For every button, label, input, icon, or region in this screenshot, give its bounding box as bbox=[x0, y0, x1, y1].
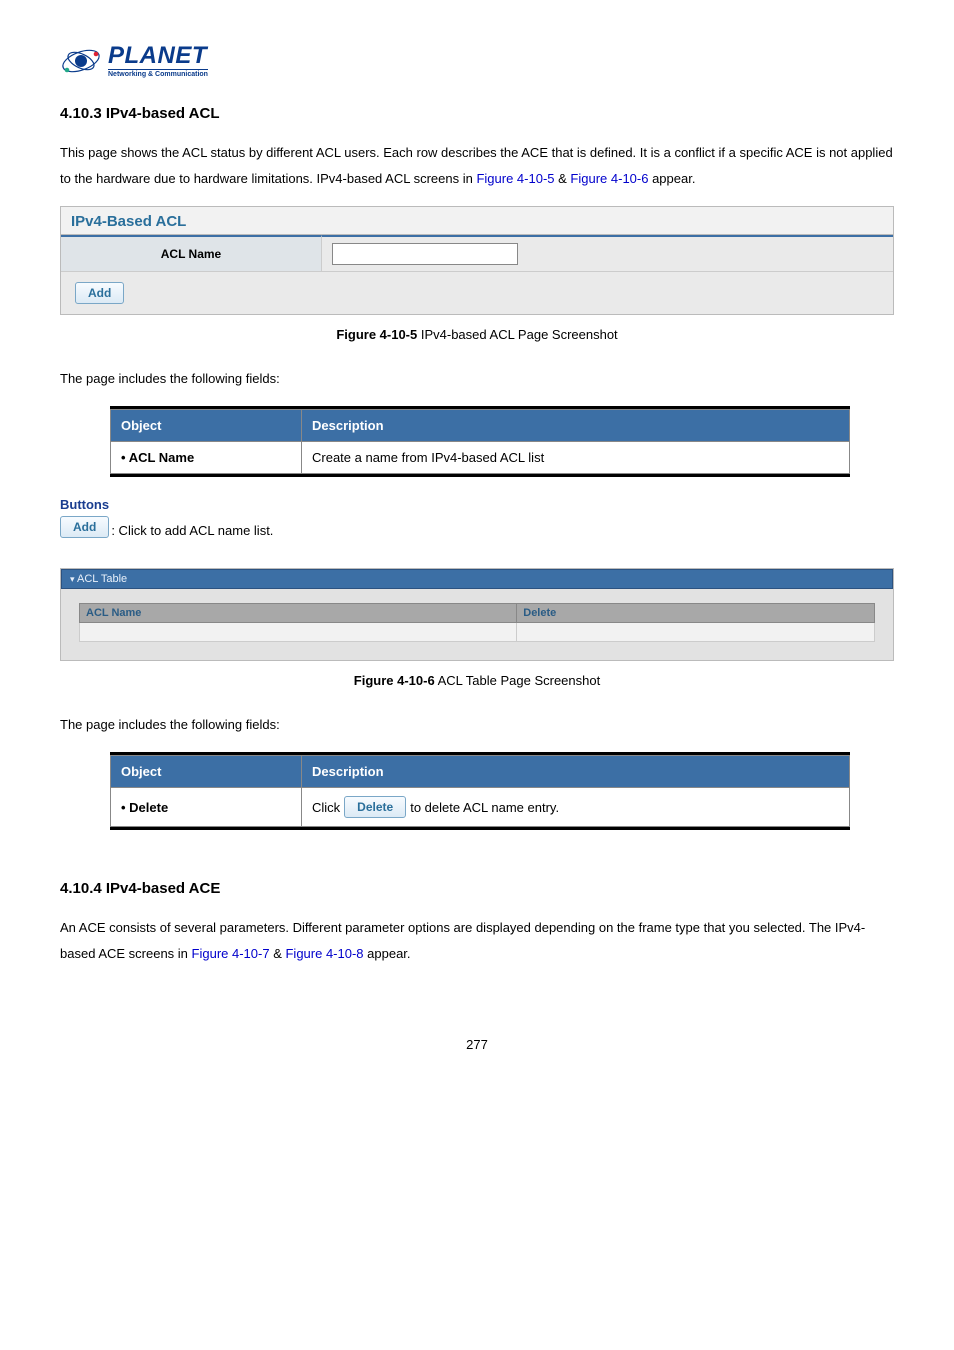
acl-name-input-cell bbox=[322, 235, 893, 272]
t2-desc-pre: Click bbox=[312, 800, 340, 815]
t2-header-object: Object bbox=[111, 756, 302, 788]
intro-after: appear. bbox=[648, 171, 695, 186]
acl-table-panel: ACL Table ACL Name Delete bbox=[60, 568, 894, 661]
t2-header-description: Description bbox=[302, 756, 850, 788]
t2-desc-post: to delete ACL name entry. bbox=[410, 800, 559, 815]
intro2-text: An ACE consists of several parameters. D… bbox=[60, 920, 865, 961]
t2-r1-object: Delete bbox=[111, 788, 302, 827]
t2-r1-object-text: Delete bbox=[121, 800, 168, 815]
t1-header-object: Object bbox=[111, 410, 302, 442]
acl-table-empty-row bbox=[80, 623, 875, 642]
intro2-between: & bbox=[270, 946, 286, 961]
section2-intro: An ACE consists of several parameters. D… bbox=[60, 915, 894, 967]
add-button-description-row: Add : Click to add ACL name list. bbox=[60, 516, 894, 538]
buttons-heading: Buttons bbox=[60, 497, 894, 512]
ipv4-acl-panel: IPv4-Based ACL ACL Name Add bbox=[60, 206, 894, 315]
add-button-inline[interactable]: Add bbox=[60, 516, 109, 538]
add-button[interactable]: Add bbox=[75, 282, 124, 304]
acl-button-row: Add bbox=[61, 272, 893, 314]
ipv4-acl-panel-title: IPv4-Based ACL bbox=[61, 207, 893, 235]
t1-r1-object-text: ACL Name bbox=[121, 450, 194, 465]
acl-table-col-delete: Delete bbox=[517, 604, 875, 623]
fig5-rest: IPv4-based ACL Page Screenshot bbox=[417, 327, 617, 342]
figure-4-10-5-caption: Figure 4-10-5 IPv4-based ACL Page Screen… bbox=[60, 327, 894, 342]
object-table-2: Object Description Delete Click Delete t… bbox=[110, 752, 850, 830]
fig5-bold: Figure 4-10-5 bbox=[336, 327, 417, 342]
intro2-after: appear. bbox=[364, 946, 411, 961]
link-figure-4-10-8[interactable]: Figure 4-10-8 bbox=[285, 946, 363, 961]
section1-intro: This page shows the ACL status by differ… bbox=[60, 140, 894, 192]
acl-name-input[interactable] bbox=[332, 243, 518, 265]
logo-brand-text: PLANET bbox=[108, 44, 208, 68]
intro-between: & bbox=[555, 171, 571, 186]
t1-header-description: Description bbox=[302, 410, 850, 442]
logo-orbit-icon bbox=[60, 40, 102, 82]
acl-table-header[interactable]: ACL Table bbox=[61, 569, 893, 589]
link-figure-4-10-5[interactable]: Figure 4-10-5 bbox=[476, 171, 554, 186]
logo-tagline: Networking & Communication bbox=[108, 69, 208, 78]
fig6-rest: ACL Table Page Screenshot bbox=[435, 673, 601, 688]
object-table-1: Object Description ACL Name Create a nam… bbox=[110, 406, 850, 477]
link-figure-4-10-6[interactable]: Figure 4-10-6 bbox=[570, 171, 648, 186]
acl-table-inner: ACL Name Delete bbox=[79, 603, 875, 642]
figure-4-10-6-caption: Figure 4-10-6 ACL Table Page Screenshot bbox=[60, 673, 894, 688]
t2-r1-description: Click Delete to delete ACL name entry. bbox=[302, 788, 850, 827]
acl-form-row: ACL Name bbox=[61, 235, 893, 272]
page-number: 277 bbox=[60, 1037, 894, 1052]
fields-intro-2: The page includes the following fields: bbox=[60, 712, 894, 738]
t1-r1-description: Create a name from IPv4-based ACL list bbox=[302, 442, 850, 474]
brand-logo: PLANET Networking & Communication bbox=[60, 40, 894, 85]
delete-button-inline[interactable]: Delete bbox=[344, 796, 406, 818]
acl-name-label: ACL Name bbox=[61, 235, 322, 272]
acl-table-col-name: ACL Name bbox=[80, 604, 517, 623]
fig6-bold: Figure 4-10-6 bbox=[354, 673, 435, 688]
fields-intro-1: The page includes the following fields: bbox=[60, 366, 894, 392]
add-button-desc-text: : Click to add ACL name list. bbox=[111, 523, 273, 538]
section-title-4-10-3: 4.10.3 IPv4-based ACL bbox=[60, 105, 894, 122]
t1-r1-object: ACL Name bbox=[111, 442, 302, 474]
link-figure-4-10-7[interactable]: Figure 4-10-7 bbox=[192, 946, 270, 961]
section-title-4-10-4: 4.10.4 IPv4-based ACE bbox=[60, 880, 894, 897]
